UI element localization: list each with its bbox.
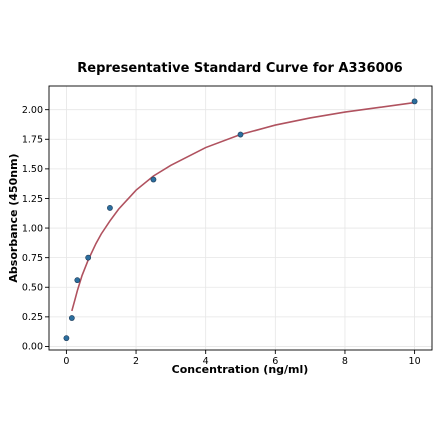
y-tick-label: 0.25 xyxy=(22,312,43,323)
data-point xyxy=(74,277,81,284)
data-points-layer xyxy=(63,98,418,342)
data-point xyxy=(85,254,92,261)
x-tick-label: 10 xyxy=(409,356,421,367)
x-tick-label: 4 xyxy=(203,356,209,367)
plot-frame xyxy=(48,85,433,351)
x-tick-label: 8 xyxy=(342,356,348,367)
fitted-curve xyxy=(71,101,415,312)
y-tick-label: 1.75 xyxy=(22,135,43,146)
data-point xyxy=(63,335,70,342)
y-tick-label: 2.00 xyxy=(22,105,43,116)
y-tick-label: 1.25 xyxy=(22,194,43,205)
y-tick-label: 0.00 xyxy=(22,342,43,353)
data-point xyxy=(411,98,418,105)
data-point xyxy=(237,131,244,138)
y-tick-label: 1.00 xyxy=(22,223,43,234)
y-tick-label: 0.75 xyxy=(22,253,43,264)
y-tick-label: 0.50 xyxy=(22,283,43,294)
chart-title: Representative Standard Curve for A33600… xyxy=(77,61,402,76)
y-axis-ticks: 0.00 0.25 0.50 0.75 1.00 1.25 1.50 1.75 2.00 xyxy=(22,105,49,353)
data-point xyxy=(107,205,113,211)
fitted-curve-layer xyxy=(71,101,415,312)
data-point xyxy=(68,315,75,321)
x-tick-label: 0 xyxy=(63,356,69,367)
grid xyxy=(49,86,432,350)
x-axis-label: Concentration (ng/ml) xyxy=(172,363,309,376)
y-tick-label: 1.50 xyxy=(22,164,43,175)
x-axis-ticks: 0 2 4 6 8 10 xyxy=(63,350,421,367)
x-tick-label: 6 xyxy=(272,356,278,367)
data-point xyxy=(150,176,157,183)
x-tick-label: 2 xyxy=(133,356,139,367)
y-axis-label: Absorbance (450nm) xyxy=(7,153,20,282)
